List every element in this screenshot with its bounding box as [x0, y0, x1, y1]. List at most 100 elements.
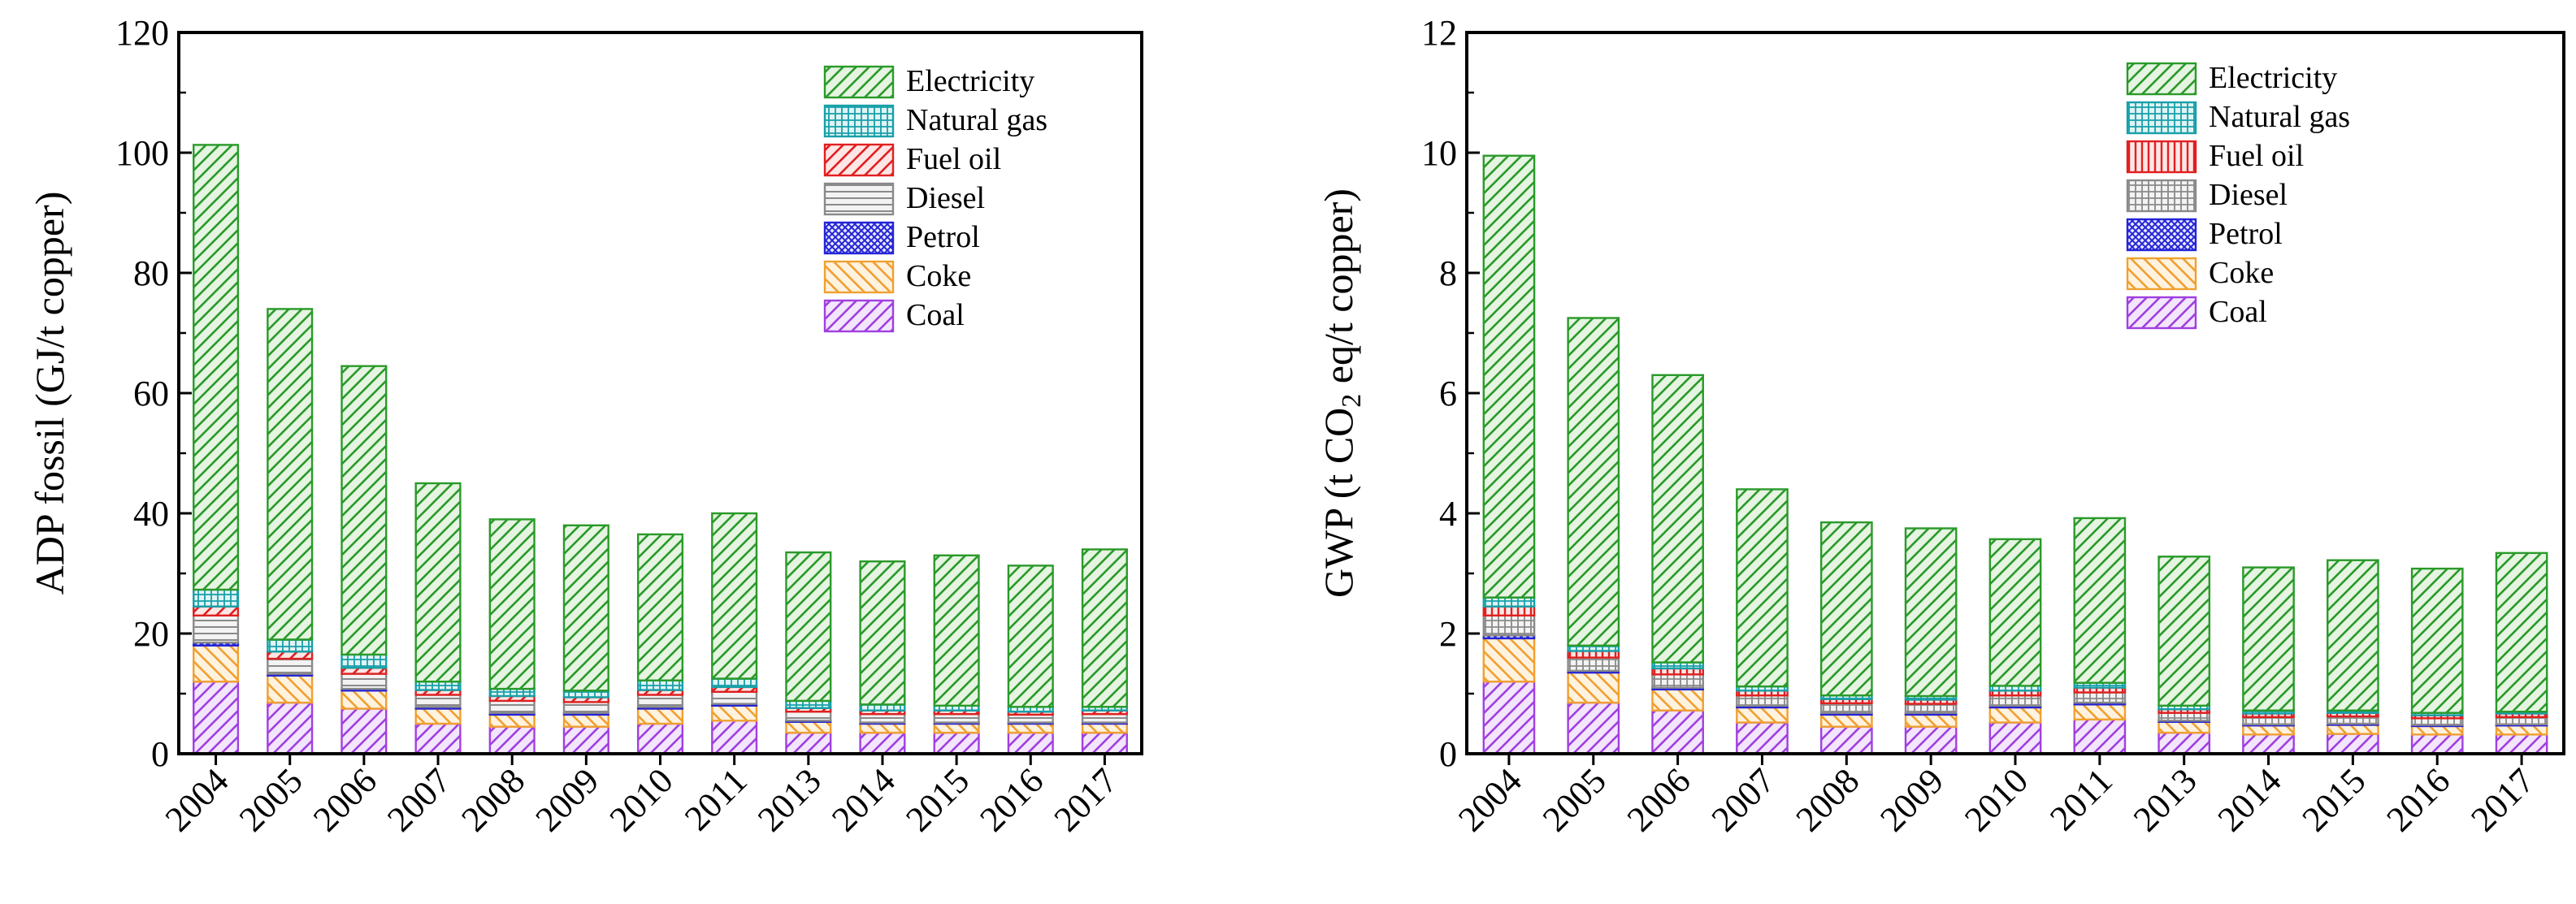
x-tick-label-2015: 2015: [2295, 760, 2374, 839]
bar-diesel-2017: [1081, 712, 1128, 724]
bar-electricity-2016: [1007, 564, 1054, 708]
bar-coke-2014: [859, 722, 906, 734]
x-tick-label-2005: 2005: [1535, 760, 1614, 839]
bar-coke-2005: [1567, 671, 1620, 704]
y-axis-title: GWP (t CO2 eq/t copper): [1316, 188, 1367, 598]
bar-coke-2009: [1904, 713, 1958, 728]
bar-diesel-2005: [1567, 656, 1620, 673]
y-tick-label-12: 12: [1421, 13, 1457, 53]
legend-swatch-coal: [2126, 296, 2197, 330]
bar-diesel-2004: [193, 614, 240, 644]
bar-electricity-2007: [1736, 488, 1789, 688]
bar-electricity-2009: [562, 524, 609, 692]
legend-swatch-coke: [2126, 257, 2197, 291]
bar-electricity-2009: [1904, 527, 1958, 698]
x-tick-label-2016: 2016: [2379, 760, 2457, 839]
bar-electricity-2006: [1651, 374, 1704, 664]
bar-coke-2017: [1081, 722, 1128, 734]
bar-coal-2004: [193, 681, 240, 755]
bar-diesel-2009: [562, 701, 609, 714]
bar-diesel-2013: [785, 711, 832, 722]
legend-swatch-natural-gas: [2126, 101, 2197, 135]
y-tick-label-0: 0: [151, 734, 169, 774]
bar-electricity-2005: [1567, 317, 1620, 647]
bar-electricity-2015: [2327, 559, 2379, 712]
x-tick-label-2011: 2011: [677, 760, 755, 838]
bar-coal-2013: [2158, 731, 2211, 755]
x-tick-label-2007: 2007: [1704, 760, 1783, 839]
bar-electricity-2006: [340, 365, 388, 656]
bar-coal-2014: [859, 731, 906, 755]
x-tick-label-2015: 2015: [898, 760, 977, 839]
bar-coal-2004: [1482, 681, 1536, 755]
legend-label-petrol: Petrol: [906, 220, 980, 254]
bar-coal-2010: [636, 722, 684, 755]
x-tick-label-2014: 2014: [2210, 760, 2289, 839]
bar-coke-2007: [1736, 706, 1789, 724]
bar-coke-2015: [2327, 724, 2379, 735]
bar-diesel-2010: [636, 694, 684, 708]
bar-natural-gas-2009: [562, 690, 609, 699]
bar-diesel-2015: [2327, 715, 2379, 725]
bar-electricity-2010: [636, 533, 684, 681]
legend-swatch-diesel: [823, 182, 895, 216]
bar-coke-2015: [933, 722, 980, 734]
bar-electricity-2010: [1988, 538, 2042, 687]
legend-label-coal: Coal: [906, 298, 965, 332]
x-tick-label-2004: 2004: [1451, 760, 1529, 839]
legend-label-fuel-oil: Fuel oil: [906, 142, 1001, 176]
bar-coal-2006: [1651, 709, 1704, 755]
legend-label-electricity: Electricity: [2209, 61, 2337, 95]
bar-diesel-2005: [267, 657, 314, 675]
x-tick-label-2008: 2008: [453, 760, 532, 839]
bar-coal-2014: [2242, 733, 2295, 755]
legend-label-diesel: Diesel: [906, 181, 985, 215]
bar-coal-2009: [1904, 725, 1958, 755]
legend-swatch-coke: [823, 260, 895, 294]
bar-coke-2009: [562, 713, 609, 728]
bar-coal-2005: [1567, 701, 1620, 755]
bar-coke-2011: [711, 704, 758, 722]
bar-fuel-oil-2005: [267, 651, 314, 660]
y-tick-label-8: 8: [1439, 253, 1457, 293]
bar-coal-2007: [1736, 721, 1789, 755]
x-tick-label-2010: 2010: [1957, 760, 2036, 839]
bar-coke-2008: [488, 713, 536, 728]
bar-coke-2006: [340, 690, 388, 710]
legend-swatch-diesel: [2126, 179, 2197, 213]
legend-swatch-petrol: [2126, 218, 2197, 252]
x-tick-label-2009: 2009: [528, 760, 607, 839]
bar-electricity-2008: [488, 518, 536, 690]
bar-coal-2015: [2327, 733, 2379, 755]
bar-coal-2017: [1081, 731, 1128, 755]
x-tick-label-2011: 2011: [2042, 760, 2120, 838]
bar-coal-2008: [1819, 725, 1873, 755]
bar-diesel-2016: [2410, 717, 2464, 726]
bar-natural-gas-2007: [414, 681, 462, 691]
bar-coke-2005: [267, 674, 314, 704]
bar-electricity-2015: [933, 554, 980, 707]
bar-coke-2004: [1482, 637, 1536, 683]
y-tick-label-10: 10: [1421, 133, 1457, 173]
bar-diesel-2006: [340, 673, 388, 690]
bar-electricity-2017: [2495, 551, 2548, 713]
chart-gwp: 2004 2005 2006 2007 2008 2009 2010 2011 2013 2014…: [1316, 13, 2565, 839]
legend-swatch-petrol: [823, 221, 895, 255]
x-tick-label-2013: 2013: [2126, 760, 2205, 839]
y-tick-label-6: 6: [1439, 374, 1457, 413]
bar-electricity-2011: [2073, 517, 2127, 684]
bar-coal-2016: [2410, 733, 2464, 755]
x-tick-label-2007: 2007: [379, 760, 458, 839]
bar-diesel-2017: [2495, 716, 2548, 725]
legend-label-natural-gas: Natural gas: [2209, 100, 2350, 134]
bar-coke-2011: [2073, 703, 2127, 721]
y-tick-label-120: 120: [115, 13, 169, 53]
bar-coal-2011: [2073, 718, 2127, 755]
bars: [1482, 154, 2548, 755]
bar-fuel-oil-2004: [193, 605, 240, 617]
x-tick-label-2017: 2017: [1047, 760, 1125, 839]
legend-swatch-electricity: [2126, 62, 2197, 96]
bar-natural-gas-2008: [488, 687, 536, 698]
legend-label-electricity: Electricity: [906, 64, 1034, 98]
